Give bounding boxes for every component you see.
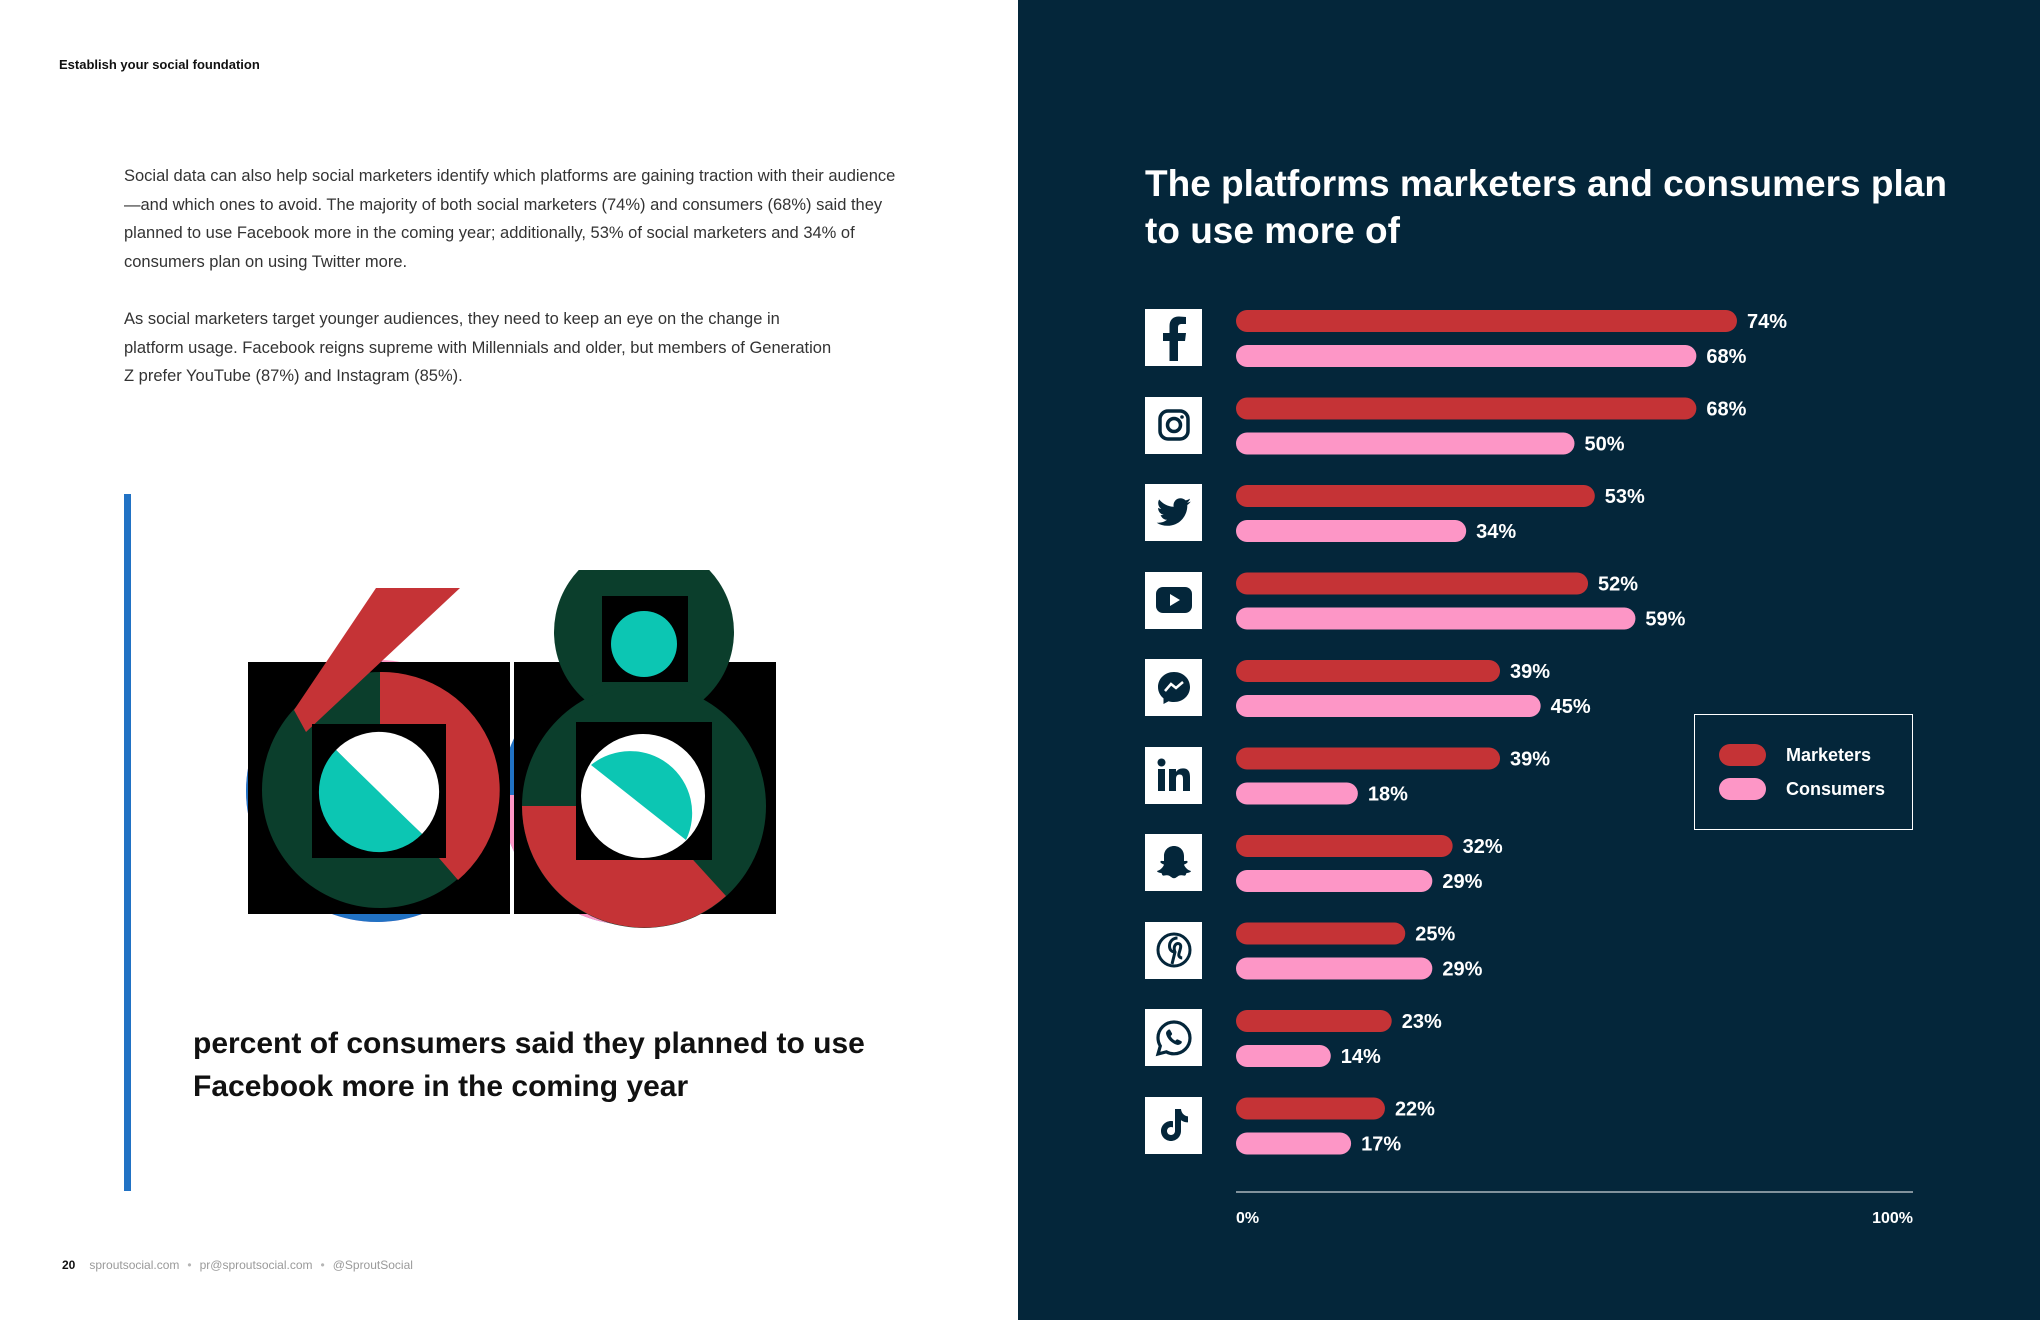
x-axis-min-label: 0% xyxy=(1236,1210,1259,1227)
bar-consumers-whatsapp xyxy=(1236,1045,1331,1067)
value-label-marketers-whatsapp: 23% xyxy=(1402,1011,1442,1033)
legend-item-marketers: Marketers xyxy=(1719,744,1871,766)
x-axis-max-label: 100% xyxy=(1872,1210,1913,1227)
legend-label-marketers: Marketers xyxy=(1786,744,1872,765)
instagram-icon xyxy=(1145,396,1202,454)
value-label-marketers-linkedin: 39% xyxy=(1510,749,1550,771)
value-label-consumers-tiktok: 17% xyxy=(1361,1134,1401,1156)
value-label-marketers-snapchat: 32% xyxy=(1463,836,1503,858)
bar-marketers-pinterest xyxy=(1236,922,1406,945)
legend-item-consumers: Consumers xyxy=(1719,778,1885,800)
body-paragraph-1: Social data can also help social markete… xyxy=(124,167,896,271)
value-label-consumers-whatsapp: 14% xyxy=(1341,1046,1381,1068)
whatsapp-icon xyxy=(1145,1009,1202,1066)
value-label-marketers-youtube: 52% xyxy=(1598,574,1638,596)
snapchat-icon xyxy=(1145,834,1202,891)
bar-consumers-pinterest xyxy=(1236,957,1433,980)
value-label-consumers-facebook: 68% xyxy=(1706,346,1746,368)
bar-consumers-snapchat xyxy=(1236,870,1433,892)
bar-marketers-youtube xyxy=(1236,572,1589,595)
platform-bar-chart: 74%68%68%50%53%34%52%59%39%45%39%18%32%2… xyxy=(1236,310,1913,1227)
chart-title: The platforms marketers and consumers pl… xyxy=(1145,163,1947,251)
legend-swatch-consumers xyxy=(1719,778,1766,800)
bar-marketers-facebook xyxy=(1236,310,1737,332)
tiktok-icon xyxy=(1145,1096,1202,1154)
bar-marketers-snapchat xyxy=(1236,835,1453,857)
bar-consumers-messenger xyxy=(1236,695,1541,717)
value-label-marketers-pinterest: 25% xyxy=(1415,924,1455,946)
stat-caption: percent of consumers said they planned t… xyxy=(193,1027,865,1103)
legend-label-consumers: Consumers xyxy=(1786,778,1886,799)
bar-marketers-tiktok xyxy=(1236,1097,1385,1120)
bar-marketers-instagram xyxy=(1236,397,1697,420)
page-number: 20 xyxy=(62,1258,76,1272)
section-label: Establish your social foundation xyxy=(59,57,260,72)
messenger-icon xyxy=(1145,659,1202,716)
facebook-icon xyxy=(1145,309,1202,366)
value-label-consumers-messenger: 45% xyxy=(1551,696,1591,718)
value-label-marketers-tiktok: 22% xyxy=(1395,1099,1435,1121)
footer: 20 sproutsocial.com • pr@sproutsocial.co… xyxy=(62,1258,413,1272)
bar-consumers-tiktok xyxy=(1236,1132,1352,1155)
value-label-marketers-messenger: 39% xyxy=(1510,661,1550,683)
accent-bar xyxy=(124,494,131,1191)
value-label-marketers-facebook: 74% xyxy=(1747,311,1787,333)
value-label-consumers-twitter: 34% xyxy=(1476,521,1516,543)
footer-separator: • xyxy=(187,1258,192,1272)
legend-swatch-marketers xyxy=(1719,744,1766,766)
bar-marketers-messenger xyxy=(1236,660,1501,682)
bar-marketers-linkedin xyxy=(1236,747,1501,770)
value-label-consumers-youtube: 59% xyxy=(1645,609,1685,631)
footer-separator: • xyxy=(320,1258,325,1272)
bar-consumers-facebook xyxy=(1236,345,1697,367)
body-paragraph-2: As social marketers target younger audie… xyxy=(124,310,832,385)
youtube-icon xyxy=(1145,571,1202,629)
chart-legend: Marketers Consumers xyxy=(1694,714,1913,830)
bar-consumers-youtube xyxy=(1236,607,1636,630)
bar-consumers-twitter xyxy=(1236,520,1467,542)
value-label-consumers-pinterest: 29% xyxy=(1442,959,1482,981)
footer-email-link[interactable]: pr@sproutsocial.com xyxy=(199,1258,313,1272)
value-label-consumers-instagram: 50% xyxy=(1585,434,1625,456)
bar-marketers-whatsapp xyxy=(1236,1010,1392,1032)
bar-consumers-linkedin xyxy=(1236,782,1358,805)
footer-website-link[interactable]: sproutsocial.com xyxy=(89,1258,180,1272)
linkedin-icon xyxy=(1145,746,1202,804)
value-label-marketers-twitter: 53% xyxy=(1605,486,1645,508)
footer-handle-link[interactable]: @SproutSocial xyxy=(332,1258,413,1272)
value-label-consumers-snapchat: 29% xyxy=(1442,871,1482,893)
value-label-marketers-instagram: 68% xyxy=(1706,399,1746,421)
pinterest-icon xyxy=(1145,921,1202,979)
left-page: Establish your social foundation Social … xyxy=(0,0,1018,1320)
bar-consumers-instagram xyxy=(1236,432,1575,455)
twitter-icon xyxy=(1145,484,1202,541)
value-label-consumers-linkedin: 18% xyxy=(1368,784,1408,806)
bar-marketers-twitter xyxy=(1236,485,1595,507)
stat-68-illustration: 68 xyxy=(246,570,776,928)
